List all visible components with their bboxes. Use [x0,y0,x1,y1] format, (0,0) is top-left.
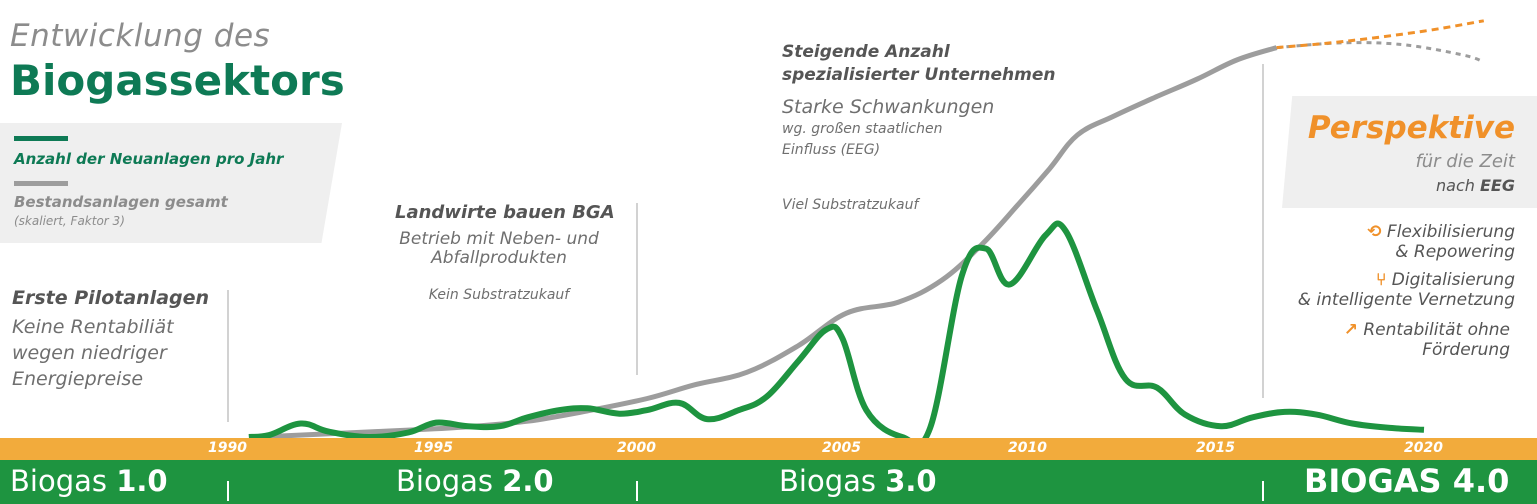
pilot-text: Keine Rentabiliät wegen niedriger Energi… [12,314,174,392]
year-axis-band [0,438,1537,460]
perspective-item-line1: Flexibilisierung [1386,222,1515,242]
era-prefix: Biogas [396,464,503,498]
era-separator [1262,481,1264,501]
perspective-item-line1: Rentabilität ohne [1363,320,1510,340]
companies-subheading: Starke Schwankungen [782,96,995,118]
companies-heading-line: Steigende Anzahl [782,42,950,62]
era-label-2: Biogas 2.0 [396,464,554,498]
era-separator [227,481,229,501]
legend-swatch-total [14,181,68,186]
companies-note: Viel Substratzukauf [782,197,919,213]
era-prefix: Biogas [10,464,117,498]
year-tick: 2020 [1404,440,1443,456]
farmers-text: Betrieb mit Neben- und Abfallprodukten [380,230,618,268]
divider-2000 [636,203,638,375]
year-tick: 2005 [822,440,861,456]
perspective-item: ↗ Rentabilität ohne Förderung [1344,320,1510,360]
divider-2016 [1262,64,1264,398]
perspective-panel [1282,96,1537,208]
legend-note-total: (skaliert, Faktor 3) [14,214,125,228]
pilot-line: wegen niedriger [12,342,167,364]
series-line-total [248,45,1278,440]
perspective-sub1: für die Zeit [1415,151,1515,172]
farmers-note: Kein Substratzukauf [428,287,570,303]
legend-label-total: Bestandsanlagen gesamt [14,193,228,211]
farmers-line: Abfallprodukten [431,248,567,268]
brand-logo: BIOGAS 4.0 [1304,462,1510,500]
perspective-sub2: nach EEG [1436,176,1515,195]
pilot-line: Energiepreise [12,368,144,390]
title-line1: Entwicklung des [10,18,271,54]
farmers-heading: Landwirte bauen BGA [395,202,615,223]
projection-line-growth [1276,19,1485,50]
era-version: 3.0 [885,464,937,498]
legend-swatch-new [14,136,68,141]
perspective-item-line1: Digitalisierung [1391,270,1515,290]
companies-small-line: Einfluss (EEG) [782,142,881,158]
year-tick: 2015 [1196,440,1235,456]
perspective-sub2-bold: EEG [1480,176,1515,195]
year-tick: 2000 [617,440,656,456]
era-version: 1.0 [116,464,168,498]
legend-label-new: Anzahl der Neuanlagen pro Jahr [14,150,284,168]
era-version: 2.0 [502,464,554,498]
companies-small: wg. großen staatlichen Einfluss (EEG) [782,119,942,161]
series-line-new [248,220,1425,448]
pilot-heading: Erste Pilotanlagen [12,287,210,309]
perspective-sub2-prefix: nach [1436,176,1480,195]
era-label-1: Biogas 1.0 [10,464,168,498]
network-icon: ⑂ [1376,270,1387,290]
perspective-heading: Perspektive [1307,110,1515,146]
pilot-line: Keine Rentabiliät [12,316,174,338]
perspective-item: ⟲ Flexibilisierung & Repowering [1367,222,1515,262]
page-title: Biogassektors [10,56,345,105]
companies-heading-line: spezialisierter Unternehmen [782,65,1056,85]
era-band [0,460,1537,504]
perspective-item-line2: & intelligente Vernetzung [1297,290,1515,310]
year-tick: 1990 [208,440,247,456]
era-label-3: Biogas 3.0 [779,464,937,498]
refresh-icon: ⟲ [1367,222,1382,242]
farmers-line: Betrieb mit Neben- und [399,229,599,249]
era-separator [636,481,638,501]
trend-up-icon: ↗ [1343,320,1358,340]
companies-heading: Steigende Anzahl spezialisierter Unterne… [782,41,1056,87]
projection-line-decline [1276,41,1485,64]
perspective-item-line2: Förderung [1422,340,1510,360]
perspective-item-line2: & Repowering [1395,242,1515,262]
divider-1990 [227,290,229,422]
era-prefix: Biogas [779,464,886,498]
year-tick: 2010 [1008,440,1047,456]
perspective-item: ⑂ Digitalisierung & intelligente Vernetz… [1298,270,1515,310]
companies-small-line: wg. großen staatlichen [782,121,943,137]
year-tick: 1995 [414,440,453,456]
